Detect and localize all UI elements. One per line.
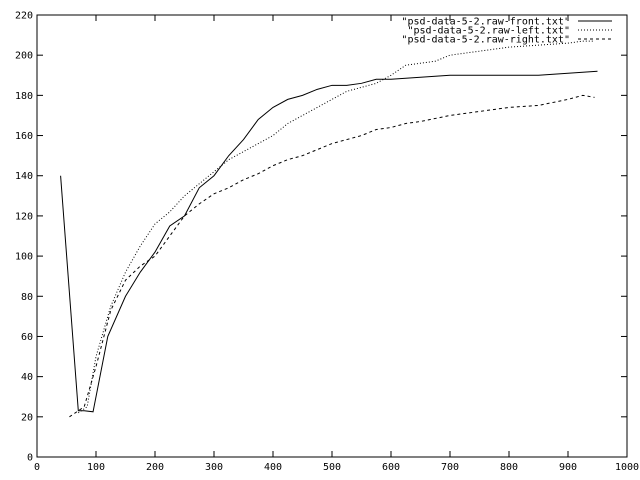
legend-label: "psd-data-5-2.raw-right.txt": [401, 35, 570, 46]
y-tick-label: 220: [15, 11, 33, 22]
y-tick-label: 80: [21, 292, 33, 303]
x-tick-label: 200: [146, 462, 164, 473]
plot-border: [36, 14, 628, 458]
x-tick-label: 600: [382, 462, 400, 473]
y-tick-label: 40: [21, 372, 33, 383]
x-tick-label: 700: [441, 462, 459, 473]
series-line-solid: [60, 70, 598, 413]
y-tick-label: 60: [21, 332, 33, 343]
x-tick-label: 800: [500, 462, 518, 473]
y-tick-label: 20: [21, 412, 33, 423]
series-line-dotted: [78, 40, 595, 414]
legend-label: "psd-data-5-2.raw-front.txt": [401, 17, 570, 28]
x-tick-label: 300: [205, 462, 223, 473]
x-tick-label: 900: [559, 462, 577, 473]
y-tick-label: 120: [15, 211, 33, 222]
y-tick-label: 160: [15, 131, 33, 142]
x-tick-label: 0: [34, 462, 40, 473]
legend-label: "psd-data-5-2.raw-left.txt": [407, 26, 570, 37]
y-tick-label: 180: [15, 91, 33, 102]
x-tick-label: 500: [323, 462, 341, 473]
y-tick-label: 0: [27, 453, 33, 464]
y-tick-label: 200: [15, 51, 33, 62]
y-tick-label: 100: [15, 252, 33, 263]
x-tick-label: 400: [264, 462, 282, 473]
y-tick-label: 140: [15, 171, 33, 182]
x-tick-label: 1000: [615, 462, 639, 473]
x-tick-label: 100: [87, 462, 105, 473]
series-line-dashed: [69, 94, 595, 418]
